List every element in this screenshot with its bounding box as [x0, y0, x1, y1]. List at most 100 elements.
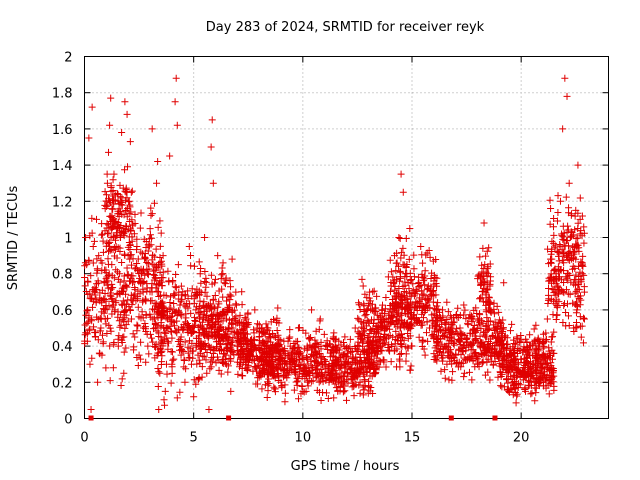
data-point	[91, 291, 99, 299]
data-point	[335, 337, 343, 345]
data-point	[469, 315, 477, 323]
data-point	[109, 176, 117, 184]
data-point	[428, 292, 436, 300]
data-point	[354, 314, 362, 322]
data-point	[559, 125, 567, 133]
data-point	[125, 197, 133, 205]
data-point	[423, 329, 431, 337]
data-point	[267, 338, 275, 346]
data-point	[555, 273, 563, 281]
data-point	[90, 288, 98, 296]
data-point	[111, 306, 119, 314]
data-point	[138, 308, 146, 316]
data-point	[93, 255, 101, 263]
data-point	[264, 324, 272, 332]
data-point	[580, 283, 588, 291]
data-point	[133, 235, 141, 243]
data-point	[356, 369, 364, 377]
data-point	[296, 355, 304, 363]
data-point	[358, 359, 366, 367]
data-point	[182, 365, 190, 373]
data-point	[119, 333, 127, 341]
data-point	[263, 326, 271, 334]
data-point	[194, 351, 202, 359]
data-point	[532, 357, 540, 365]
data-point	[171, 98, 179, 106]
data-point	[543, 336, 551, 344]
data-point	[81, 274, 89, 282]
data-point	[102, 364, 110, 372]
data-point	[89, 303, 97, 311]
data-point	[242, 353, 250, 361]
data-point	[526, 351, 534, 359]
data-point	[428, 269, 436, 277]
data-point	[237, 359, 245, 367]
data-point	[498, 383, 506, 391]
data-point	[214, 330, 222, 338]
data-point	[300, 360, 308, 368]
data-point	[434, 342, 442, 350]
data-point	[125, 210, 133, 218]
data-point	[470, 326, 478, 334]
data-point	[224, 368, 232, 376]
y-axis-label: SRMTID / TECUs	[6, 186, 21, 291]
data-point	[562, 193, 570, 201]
data-point	[118, 375, 126, 383]
data-points	[81, 74, 588, 421]
data-point	[490, 299, 498, 307]
data-point	[364, 342, 372, 350]
data-point	[264, 381, 272, 389]
data-point	[102, 320, 110, 328]
data-point	[571, 289, 579, 297]
data-point	[114, 342, 122, 350]
data-point	[99, 338, 107, 346]
data-point	[454, 304, 462, 312]
data-point	[131, 290, 139, 298]
data-point	[401, 309, 409, 317]
data-point	[410, 251, 418, 259]
data-point	[98, 351, 106, 359]
data-point	[361, 290, 369, 298]
data-point	[335, 374, 343, 382]
data-point	[127, 272, 135, 280]
data-point	[113, 224, 121, 232]
data-point	[194, 291, 202, 299]
data-point	[130, 292, 138, 300]
data-point	[399, 244, 407, 252]
data-point	[338, 369, 346, 377]
data-point	[549, 349, 557, 357]
data-point	[494, 373, 502, 381]
data-point	[329, 333, 337, 341]
data-point	[108, 294, 116, 302]
data-point	[200, 353, 208, 361]
data-point	[199, 352, 207, 360]
data-point	[505, 357, 513, 365]
data-point	[304, 382, 312, 390]
data-point	[173, 394, 181, 402]
data-point	[404, 306, 412, 314]
data-point	[176, 301, 184, 309]
data-point	[479, 244, 487, 252]
data-point	[393, 259, 401, 267]
data-point	[102, 197, 110, 205]
data-point	[474, 272, 482, 280]
data-point	[513, 392, 521, 400]
data-point	[393, 307, 401, 315]
data-point	[445, 347, 453, 355]
data-point	[351, 324, 359, 332]
data-point	[262, 347, 270, 355]
data-point	[135, 351, 143, 359]
data-point	[374, 350, 382, 358]
data-point	[274, 339, 282, 347]
x-tick-label: 0	[80, 431, 88, 446]
data-point	[479, 358, 487, 366]
data-point	[544, 299, 552, 307]
data-point	[542, 329, 550, 337]
data-point	[359, 282, 367, 290]
data-point	[574, 224, 582, 232]
data-point	[486, 282, 494, 290]
data-point	[474, 360, 481, 368]
data-point	[423, 249, 431, 257]
data-point	[154, 305, 162, 313]
